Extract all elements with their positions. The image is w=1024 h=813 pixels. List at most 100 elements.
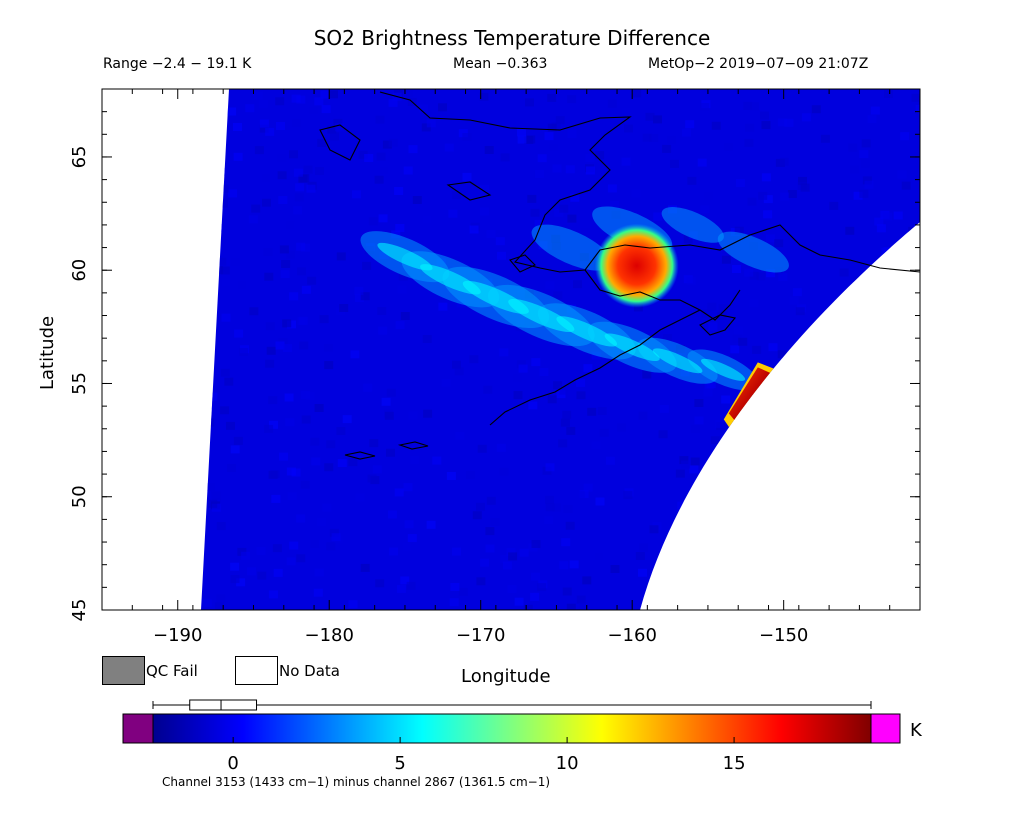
texture-cell (848, 377, 858, 386)
texture-cell (412, 196, 422, 204)
texture-cell (552, 503, 562, 512)
enhanced-band-core (604, 333, 660, 362)
texture-cell (303, 165, 313, 174)
texture-cell (217, 167, 227, 176)
texture-cell (638, 568, 647, 577)
texture-cell (432, 456, 442, 465)
coastline (344, 451, 376, 460)
texture-cell (591, 441, 601, 450)
texture-cell (642, 133, 652, 142)
enhanced-band-core (556, 316, 618, 347)
texture-cell (690, 457, 700, 466)
texture-cell (271, 494, 281, 503)
texture-cell (310, 437, 320, 446)
texture-cell (462, 172, 472, 181)
texture-cell (860, 159, 870, 168)
texture-cell (853, 276, 863, 285)
texture-cell (750, 336, 760, 345)
no-data-swatch (235, 656, 278, 685)
texture-cell (795, 307, 805, 316)
colorbar-over (870, 713, 901, 744)
texture-cell (694, 399, 704, 407)
texture-cell (410, 456, 420, 464)
texture-cell (239, 348, 248, 356)
texture-cell (469, 355, 479, 364)
texture-cell (768, 343, 778, 352)
texture-cell (378, 214, 388, 223)
texture-cell (891, 319, 901, 328)
texture-cell (711, 121, 721, 130)
texture-cell (881, 247, 891, 256)
texture-cell (605, 456, 615, 465)
texture-cell (426, 520, 436, 529)
colorbar (152, 713, 872, 744)
texture-cell (579, 602, 589, 610)
texture-cell (561, 538, 571, 547)
texture-cell (870, 106, 880, 115)
texture-cell (292, 119, 302, 128)
texture-cell (897, 571, 907, 580)
texture-cell (508, 552, 518, 561)
texture-cell (248, 252, 258, 261)
texture-cell (544, 516, 554, 525)
texture-cell (310, 539, 320, 548)
texture-cell (517, 128, 526, 137)
enhanced-band-core (508, 298, 575, 333)
texture-cell (736, 445, 746, 454)
texture-cell (259, 124, 269, 133)
texture-cell (645, 112, 655, 121)
texture-cell (296, 554, 306, 563)
texture-cell (236, 578, 246, 587)
texture-cell (759, 568, 769, 576)
texture-cell (839, 268, 849, 277)
texture-cell (778, 272, 788, 281)
texture-cell (859, 150, 869, 159)
texture-cell (322, 503, 332, 512)
texture-cell (880, 295, 890, 304)
texture-cell (476, 502, 485, 511)
texture-cell (201, 307, 211, 316)
texture-cell (423, 409, 433, 418)
x-tick-label: −180 (304, 625, 353, 646)
texture-cell (758, 595, 768, 604)
texture-cell (653, 115, 662, 124)
texture-cell (407, 534, 417, 543)
texture-cell (687, 573, 697, 582)
texture-cell (289, 541, 299, 550)
texture-cell (558, 439, 568, 448)
texture-cell (422, 335, 432, 343)
texture-cell (376, 152, 386, 161)
texture-cell (517, 135, 527, 144)
texture-cell (253, 91, 263, 100)
texture-cell (483, 385, 493, 394)
texture-cell (326, 440, 336, 449)
texture-cell (745, 123, 755, 132)
texture-cell (205, 418, 215, 427)
texture-cell (213, 224, 223, 232)
texture-cell (446, 472, 456, 480)
texture-cell (653, 212, 663, 221)
texture-cell (898, 474, 908, 483)
boxplot-box (189, 699, 258, 711)
texture-cell (378, 326, 388, 335)
texture-cell (854, 368, 864, 377)
texture-cell (815, 562, 825, 571)
colorbar-tick-label: 15 (723, 753, 746, 774)
texture-cell (293, 258, 303, 267)
texture-cell (713, 487, 723, 496)
texture-cell (263, 248, 273, 256)
texture-cell (455, 431, 465, 440)
texture-cell (404, 89, 414, 97)
texture-cell (534, 219, 544, 228)
texture-cell (585, 166, 595, 175)
texture-cell (220, 406, 230, 415)
texture-cell (245, 104, 255, 113)
colorbar-tick-label: 0 (227, 753, 238, 774)
texture-cell (205, 306, 215, 315)
texture-cell (732, 265, 741, 273)
texture-cell (850, 165, 859, 174)
texture-cell (426, 119, 436, 128)
texture-cell (752, 398, 762, 407)
texture-cell (377, 307, 387, 315)
texture-cell (291, 94, 301, 103)
